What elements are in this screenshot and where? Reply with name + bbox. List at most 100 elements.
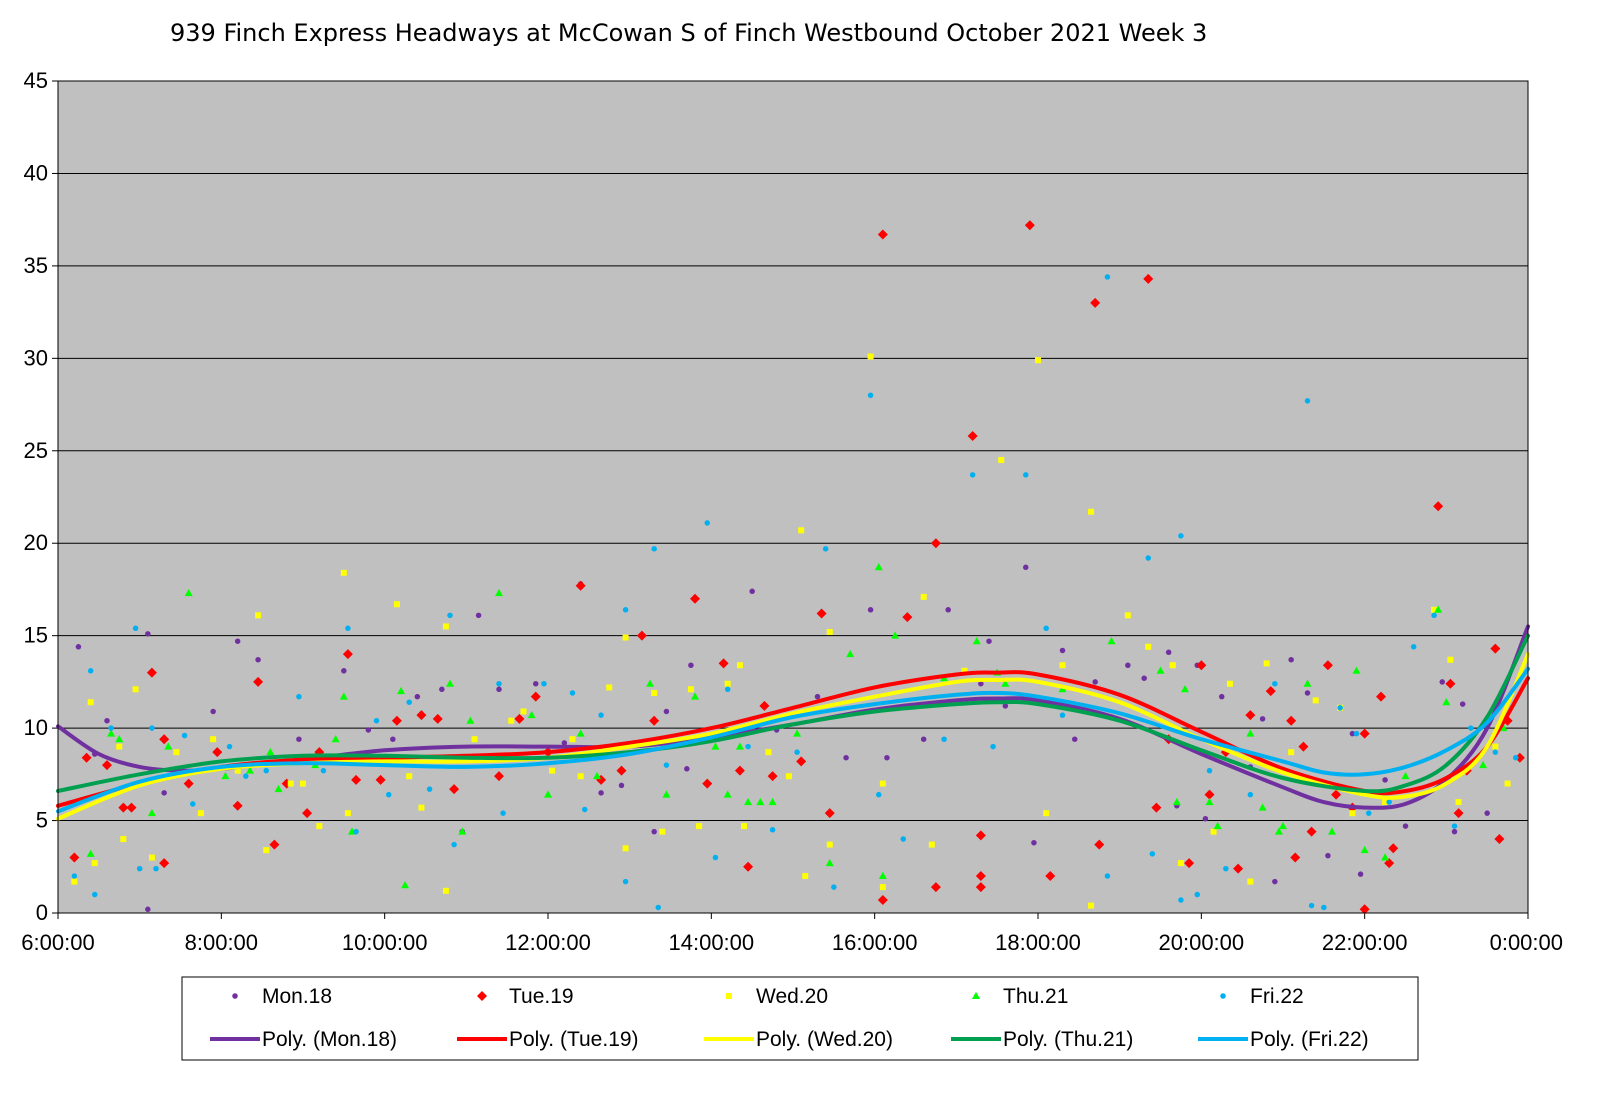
data-point xyxy=(1359,728,1370,739)
y-tick-label: 5 xyxy=(36,808,48,833)
data-point xyxy=(146,667,157,678)
data-point xyxy=(530,691,541,702)
data-point xyxy=(212,747,223,758)
data-point xyxy=(1445,678,1456,689)
data-point xyxy=(527,710,536,719)
data-point xyxy=(446,679,454,687)
legend-label: Poly. (Tue.19) xyxy=(509,1028,639,1051)
data-point xyxy=(153,865,159,872)
data-point xyxy=(822,546,829,552)
data-point xyxy=(1272,878,1278,885)
data-point xyxy=(197,810,204,817)
data-point xyxy=(1451,828,1458,835)
data-point xyxy=(684,766,690,772)
data-point xyxy=(1124,612,1131,619)
data-point xyxy=(1325,852,1331,859)
data-point xyxy=(878,871,887,880)
data-point xyxy=(1023,472,1029,478)
data-point xyxy=(118,802,129,813)
data-point xyxy=(149,725,155,731)
data-point xyxy=(978,680,984,687)
data-point xyxy=(1431,612,1437,619)
data-point xyxy=(1494,834,1505,845)
data-point xyxy=(1410,644,1417,650)
legend: Mon.18 Tue.19 Wed.20 Thu.21 Fri.22 Poly. (Mon… xyxy=(181,976,1419,1061)
data-point xyxy=(1104,873,1111,879)
data-point xyxy=(132,686,139,693)
data-point xyxy=(232,800,243,811)
data-point xyxy=(183,778,194,789)
data-point xyxy=(116,743,123,750)
data-point xyxy=(961,667,968,674)
data-point xyxy=(475,612,482,619)
x-tick-label: 10:00:00 xyxy=(342,930,428,955)
data-point xyxy=(1492,749,1499,755)
data-point xyxy=(87,699,94,706)
data-point xyxy=(651,828,657,835)
x-tick-label: 6:00:00 xyxy=(21,930,94,955)
data-point xyxy=(181,732,188,739)
data-point xyxy=(877,895,888,906)
data-point xyxy=(115,734,124,743)
data-point xyxy=(161,790,167,796)
data-point xyxy=(569,690,576,696)
data-point xyxy=(397,686,405,695)
data-point xyxy=(339,692,348,700)
series-mon-18 xyxy=(75,564,1507,913)
data-point xyxy=(1384,858,1395,869)
data-point xyxy=(342,649,353,660)
data-point xyxy=(269,839,280,850)
data-point xyxy=(998,457,1005,464)
legend-label: Poly. (Fri.22) xyxy=(1250,1028,1369,1051)
data-point xyxy=(704,520,710,526)
data-point xyxy=(616,765,627,776)
data-point xyxy=(508,717,515,724)
data-point xyxy=(765,749,772,756)
data-point xyxy=(1263,660,1270,667)
data-point xyxy=(598,712,604,718)
data-point xyxy=(622,607,629,613)
data-point xyxy=(575,580,586,591)
data-point xyxy=(767,771,778,782)
legend-label: Poly. (Mon.18) xyxy=(262,1028,397,1051)
data-point xyxy=(1499,723,1508,732)
data-point xyxy=(1177,860,1184,867)
data-point xyxy=(831,884,837,890)
data-point xyxy=(145,906,151,913)
data-point xyxy=(533,680,539,687)
data-point xyxy=(406,699,412,705)
data-point xyxy=(576,729,585,737)
data-point xyxy=(1290,852,1301,863)
data-point xyxy=(1352,666,1361,674)
data-point xyxy=(1001,679,1010,687)
data-point xyxy=(190,801,196,807)
data-point xyxy=(1194,891,1200,898)
y-tick-label: 20 xyxy=(24,530,48,555)
data-point xyxy=(756,797,765,806)
y-tick-label: 0 xyxy=(36,900,48,925)
data-point xyxy=(210,736,217,743)
data-point xyxy=(1178,897,1184,903)
data-point xyxy=(120,836,127,843)
y-tick-label: 15 xyxy=(24,623,48,648)
data-point xyxy=(373,717,380,724)
data-point xyxy=(92,891,98,898)
data-point xyxy=(622,878,629,885)
data-point xyxy=(930,538,941,549)
data-point xyxy=(814,693,821,700)
data-point xyxy=(1002,703,1009,709)
legend-label: Thu.21 xyxy=(1003,985,1068,1008)
data-point xyxy=(1321,904,1327,911)
data-point xyxy=(1468,725,1474,731)
data-point xyxy=(1401,771,1410,780)
data-point xyxy=(724,680,731,687)
data-point xyxy=(234,638,241,644)
data-point xyxy=(253,676,264,687)
data-point xyxy=(1504,780,1511,787)
data-point xyxy=(331,734,340,743)
data-point xyxy=(401,881,410,889)
data-point xyxy=(1247,791,1254,798)
data-point xyxy=(622,845,629,852)
data-point xyxy=(606,684,613,691)
